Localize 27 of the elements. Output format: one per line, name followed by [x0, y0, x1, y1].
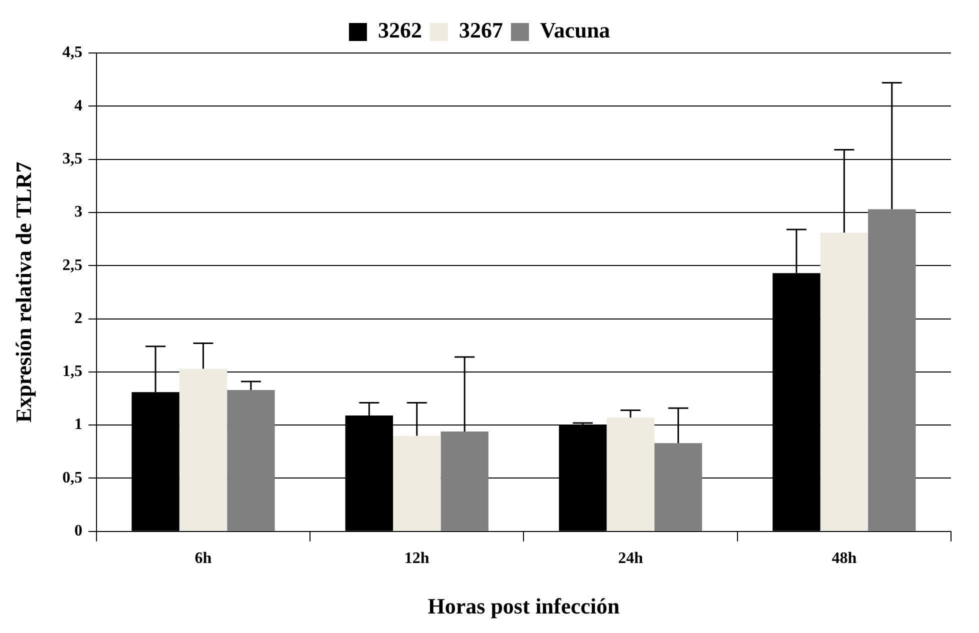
y-tick-label: 2,5 — [62, 256, 82, 274]
x-tick-label: 12h — [404, 550, 430, 568]
bar — [820, 232, 868, 531]
y-tick-label: 1,5 — [62, 363, 82, 380]
y-tick-label: 3,5 — [62, 150, 82, 168]
bar — [227, 390, 275, 531]
x-axis-title: Horas post infección — [428, 593, 620, 618]
y-tick-label: 0,5 — [62, 469, 82, 486]
y-tick-label: 1 — [74, 416, 82, 434]
x-tick-label: 6h — [194, 550, 212, 568]
legend-label: 3262 — [378, 18, 422, 43]
bar — [654, 443, 702, 531]
bar — [440, 431, 488, 531]
y-tick-label: 2 — [74, 310, 82, 327]
legend-label: 3267 — [458, 18, 503, 43]
x-tick-label: 48h — [832, 550, 857, 568]
bar — [606, 418, 654, 531]
y-tick-label: 4,5 — [62, 44, 82, 62]
bar — [868, 209, 916, 531]
legend-label: Vacuna — [540, 18, 610, 43]
x-tick-label: 24h — [618, 550, 644, 568]
y-axis-title: Expresión relativa de TLR7 — [10, 162, 36, 423]
y-tick-label: 0 — [74, 522, 82, 540]
bar — [393, 436, 441, 531]
bar — [179, 368, 228, 531]
y-tick-label: 4 — [74, 97, 82, 114]
y-tick-label: 3 — [74, 204, 82, 221]
